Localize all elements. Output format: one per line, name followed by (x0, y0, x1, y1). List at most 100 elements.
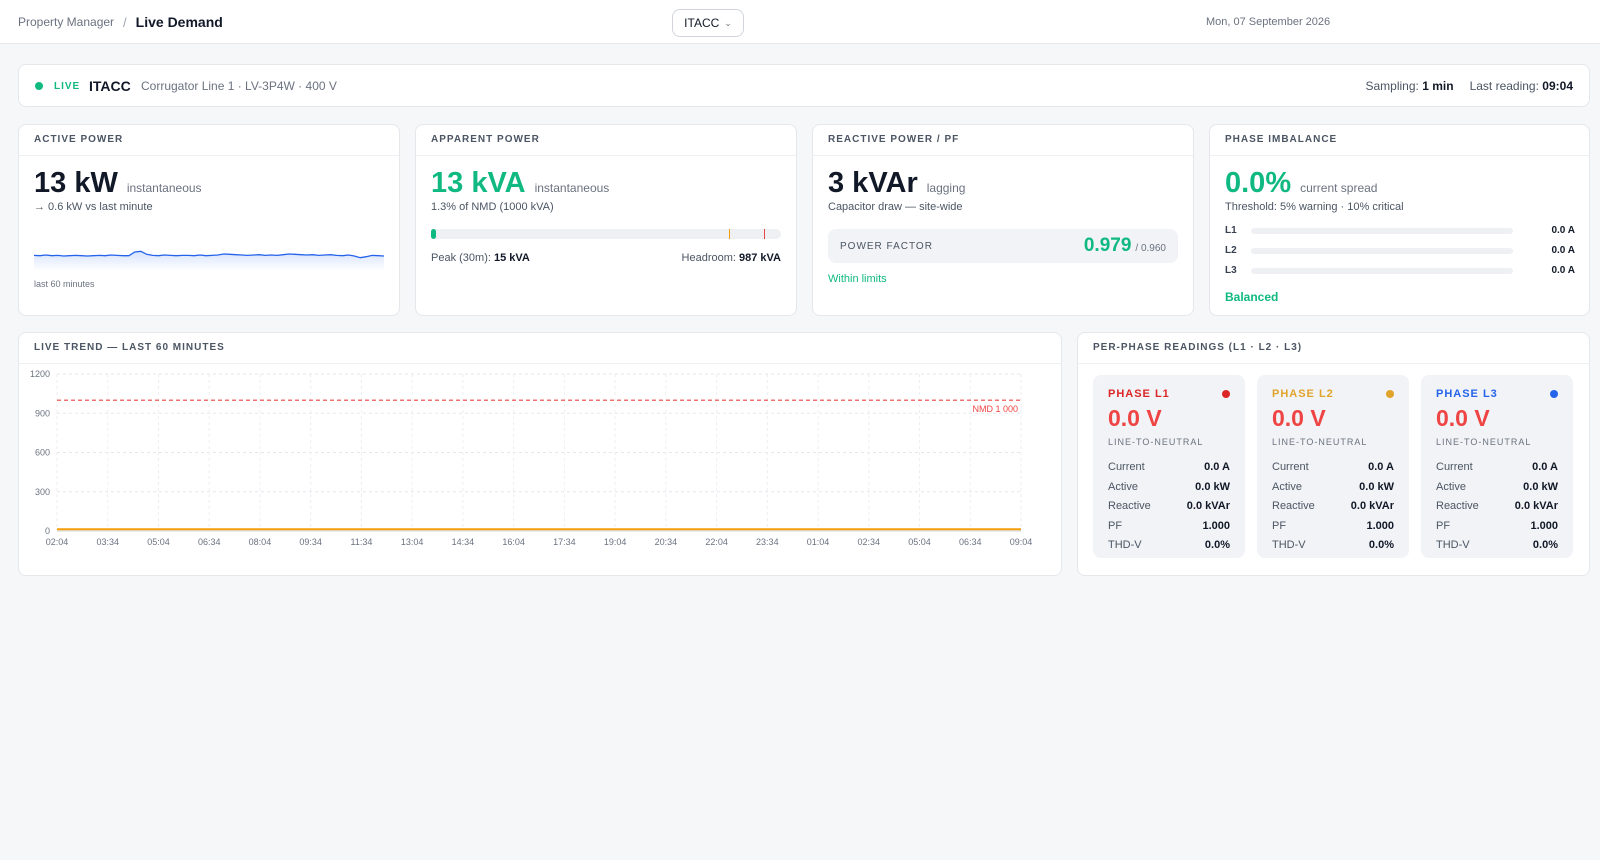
x-tick-label: 14:34 (452, 537, 475, 547)
x-tick-label: 03:34 (96, 537, 119, 547)
nmd-usage-bar (431, 229, 781, 239)
phase-metric-label: Reactive (1436, 500, 1479, 512)
x-tick-label: 01:04 (807, 537, 830, 547)
x-tick-label: 17:34 (553, 537, 576, 547)
phase-metric-label: Active (1272, 480, 1302, 493)
active-power-unit-label: instantaneous (126, 181, 202, 195)
phase-metric-label: PF (1436, 519, 1451, 532)
phase-name: L1 (1225, 225, 1237, 236)
phase-metric-value: 0.0 A (1532, 461, 1558, 473)
phase-card-l1: PHASE L1 0.0 V LINE-TO-NEUTRAL Current 0.0 A… (1093, 375, 1245, 558)
sparkline-label: last 60 minutes (34, 279, 95, 289)
x-tick-label: 02:04 (46, 537, 69, 547)
x-tick-label: 06:34 (959, 537, 982, 547)
x-tick-label: 11:34 (350, 537, 372, 547)
phase-metric-value: 0.0 kVAr (1514, 500, 1558, 512)
phase-card-l3: PHASE L3 0.0 V LINE-TO-NEUTRAL Current 0.0 A… (1421, 375, 1573, 558)
phase-current-track (1251, 228, 1513, 234)
site-select[interactable]: ITACC ⌄ (672, 9, 744, 37)
imbalance-threshold: Threshold: 5% warning · 10% critical (1225, 201, 1404, 213)
x-tick-label: 06:34 (198, 537, 221, 547)
phase-metric-label: Active (1436, 480, 1466, 493)
nmd-percentage: 1.3% of NMD (1000 kVA) (431, 201, 554, 213)
last-reading-value: 09:04 (1542, 79, 1573, 93)
sampling-info: Sampling: 1 min (1365, 79, 1454, 93)
phase-metric-value: 0.0 A (1204, 461, 1230, 473)
phase-metric-value: 0.0% (1204, 539, 1230, 551)
phase-imbalance-card: PHASE IMBALANCE 0.0% current spread Thre… (1209, 124, 1590, 316)
live-trend-card: LIVE TREND — LAST 60 MINUTES 0 300 600 900 1… (18, 332, 1062, 576)
phase-dot-icon (1550, 390, 1558, 398)
phase-metric-label: PF (1108, 519, 1123, 532)
reactive-power-sub: Capacitor draw — site-wide (828, 201, 963, 213)
card-title: PHASE IMBALANCE (1210, 125, 1589, 156)
reactive-power-value: 3 kVAr (828, 167, 918, 199)
phase-metric-label: Reactive (1108, 500, 1151, 512)
sparkline-line (34, 250, 384, 259)
phase-metric-value: 1.000 (1366, 519, 1394, 532)
peak-value: 15 kVA (493, 252, 530, 264)
phase-metric-label: THD-V (1436, 539, 1470, 551)
live-status-bar: LIVE ITACC Corrugator Line 1 · LV-3P4W ·… (18, 64, 1590, 107)
top-bar: Property Manager / Live Demand ITACC ⌄ M… (0, 0, 1600, 44)
phase-metric-value: 0.0 kW (1523, 480, 1558, 493)
phase-voltage-label: LINE-TO-NEUTRAL (1436, 437, 1532, 447)
y-tick-label: 600 (35, 448, 50, 458)
phase-current-value: 0.0 A (1551, 245, 1575, 256)
phase-voltage: 0.0 V (1272, 405, 1326, 431)
live-tag: LIVE (54, 81, 81, 92)
nmd-reference-label: NMD 1 000 (972, 404, 1018, 414)
y-tick-label: 0 (45, 526, 50, 536)
card-title: LIVE TREND — LAST 60 MINUTES (19, 333, 1061, 364)
imbalance-status: Balanced (1225, 290, 1279, 304)
active-power-sparkline (34, 250, 384, 271)
x-tick-label: 05:04 (147, 537, 170, 547)
headroom-reading: Headroom: 987 kVA (681, 252, 781, 264)
imbalance-row-l1: L1 0.0 A (1225, 225, 1575, 237)
x-tick-label: 09:04 (1010, 537, 1033, 547)
phase-metric-label: Active (1108, 480, 1138, 493)
phase-metric-value: 0.0% (1532, 539, 1558, 551)
x-tick-label: 19:04 (604, 537, 627, 547)
phase-name: PHASE L1 (1108, 388, 1170, 400)
phase-metric-value: 1.000 (1530, 519, 1558, 532)
phase-voltage-label: LINE-TO-NEUTRAL (1272, 437, 1368, 447)
breadcrumb-separator: / (123, 14, 127, 30)
reactive-power-unit-label: lagging (926, 181, 966, 195)
x-tick-label: 16:04 (502, 537, 525, 547)
x-tick-label: 02:34 (858, 537, 881, 547)
card-title: PER-PHASE READINGS (L1 · L2 · L3) (1078, 333, 1589, 364)
site-select-value: ITACC (684, 16, 720, 30)
phase-current-track (1251, 248, 1513, 254)
power-factor-target: / 0.960 (1135, 243, 1166, 254)
phase-metric-value: 0.0 kVAr (1186, 500, 1230, 512)
breadcrumb-parent[interactable]: Property Manager (18, 15, 115, 29)
chevron-down-icon: ⌄ (724, 17, 732, 28)
x-tick-label: 22:04 (705, 537, 728, 547)
current-date: Mon, 07 September 2026 (1206, 16, 1331, 28)
imbalance-value: 0.0% (1225, 167, 1292, 199)
card-title: ACTIVE POWER (19, 125, 399, 156)
active-power-value: 13 kW (34, 167, 118, 199)
breadcrumb: Property Manager / Live Demand (18, 14, 223, 30)
x-tick-label: 13:04 (401, 537, 424, 547)
apparent-power-value: 13 kVA (431, 167, 526, 199)
phase-metric-label: Current (1108, 461, 1145, 473)
phase-metric-label: Reactive (1272, 500, 1315, 512)
apparent-power-unit-label: instantaneous (534, 181, 610, 195)
x-tick-label: 20:34 (655, 537, 678, 547)
live-dot-icon (35, 82, 43, 90)
active-power-delta: → 0.6 kW vs last minute (34, 201, 153, 213)
phase-dot-icon (1386, 390, 1394, 398)
per-phase-card: PER-PHASE READINGS (L1 · L2 · L3) PHASE … (1077, 332, 1590, 576)
phase-name: PHASE L2 (1272, 388, 1334, 400)
nmd-usage-fill (431, 229, 436, 239)
phase-metric-value: 0.0 A (1368, 461, 1394, 473)
live-trend-chart: 0 300 600 900 1200 02:04 03:34 05:04 06:34 08:04 0… (30, 369, 1033, 547)
live-site-description: Corrugator Line 1 · LV-3P4W · 400 V (141, 79, 337, 93)
power-factor-label: POWER FACTOR (840, 241, 933, 252)
phase-dot-icon (1222, 390, 1230, 398)
phase-metric-label: PF (1272, 519, 1287, 532)
y-tick-label: 900 (35, 408, 50, 418)
peak-reading: Peak (30m): 15 kVA (431, 252, 530, 264)
